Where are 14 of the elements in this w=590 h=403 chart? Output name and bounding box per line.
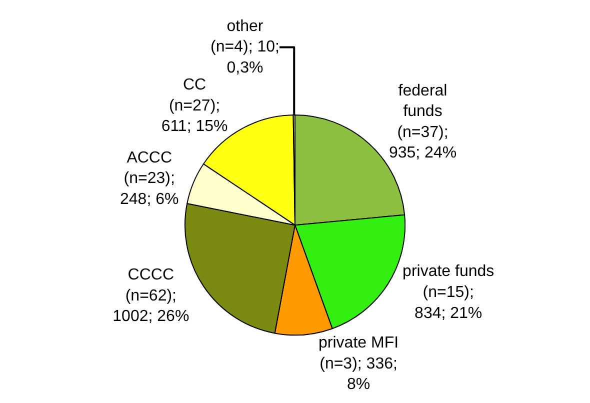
data-label: (n=15); 834; 21%: [414, 284, 482, 322]
data-label: (n=62); 1002; 26%: [112, 287, 190, 326]
slice-label: federal funds: [398, 82, 448, 120]
slice-label: CC: [182, 76, 206, 94]
data-label: (n=3); 336; 8%: [320, 355, 398, 394]
slice-label: ACCC: [126, 149, 172, 166]
slice-label: CCCC: [128, 266, 174, 284]
data-label: (n=27); 611; 15%: [161, 97, 228, 136]
slice-label: other: [226, 18, 264, 35]
slice-label: private funds: [402, 263, 494, 280]
data-label: (n=23); 248; 6%: [120, 170, 179, 208]
data-label: (n=4); 10; 0,3%: [210, 38, 280, 77]
data-label: (n=37); 935; 24%: [388, 124, 457, 162]
slice-label: private MFI: [318, 334, 399, 352]
